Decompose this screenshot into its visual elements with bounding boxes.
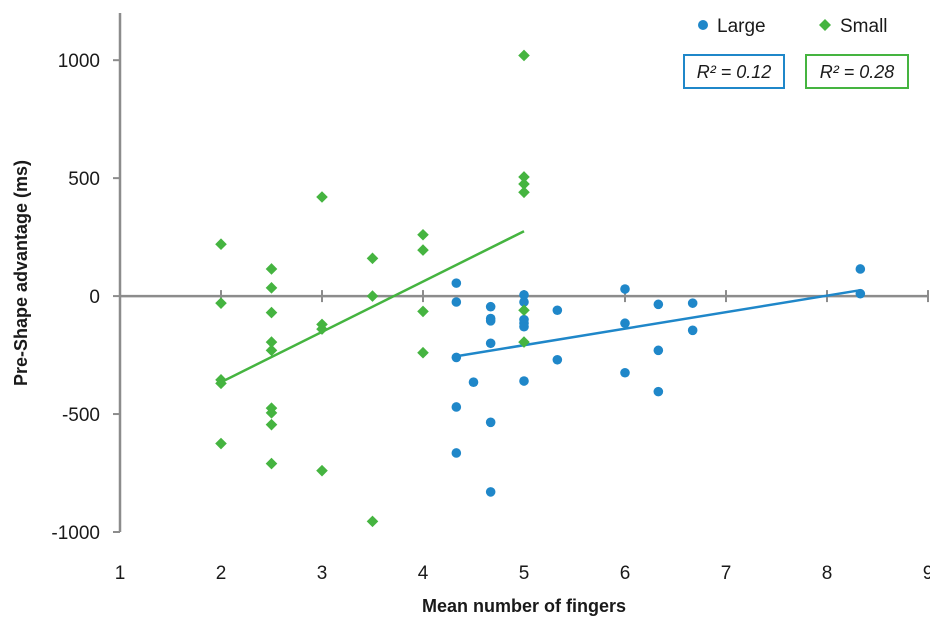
- y-axis-title: Pre-Shape advantage (ms): [11, 160, 31, 386]
- trendline-small: [220, 230, 525, 384]
- point-small: [265, 407, 278, 419]
- point-small: [518, 186, 530, 199]
- x-tick-label: 2: [216, 563, 227, 584]
- y-tick-label: 0: [89, 287, 100, 308]
- point-large: [855, 288, 866, 299]
- point-small: [417, 244, 429, 256]
- legend-small-marker: [819, 19, 831, 31]
- axes: [118, 13, 928, 532]
- y-axis-ticks: -1000 -500 0 500 1000: [51, 51, 120, 544]
- x-tick-label: 8: [822, 563, 833, 584]
- x-tick-label: 7: [721, 563, 732, 584]
- point-large: [485, 338, 496, 349]
- legend-small-label: Small: [840, 16, 888, 37]
- point-large: [653, 386, 664, 397]
- y-tick-label: -500: [62, 405, 100, 426]
- point-small: [215, 238, 227, 250]
- x-tick-label: 3: [317, 563, 328, 584]
- point-large: [485, 487, 496, 497]
- x-tick-label: 1: [115, 563, 126, 584]
- point-large: [552, 305, 563, 316]
- x-tick-label: 9: [923, 563, 930, 584]
- point-large: [451, 352, 462, 363]
- legend: Large Small: [698, 16, 888, 37]
- x-tick-label: 6: [620, 563, 631, 584]
- point-small: [265, 344, 278, 357]
- point-small: [265, 282, 278, 294]
- x-axis-ticks: 1 2 3 4 5 6 7 8 9: [115, 290, 930, 584]
- point-small: [518, 178, 530, 190]
- trendlines: [220, 230, 861, 384]
- point-large: [552, 354, 563, 365]
- point-small: [366, 515, 379, 528]
- point-large: [519, 297, 529, 307]
- point-small: [518, 304, 530, 317]
- point-small: [417, 305, 429, 318]
- y-tick-label: 1000: [58, 51, 100, 72]
- point-small: [265, 418, 278, 431]
- point-small: [366, 290, 379, 302]
- point-large: [519, 376, 529, 386]
- point-large: [451, 448, 462, 458]
- point-small: [316, 464, 328, 477]
- data-points: [215, 49, 866, 528]
- r2-annotations: R² = 0.12 R² = 0.28: [683, 54, 909, 89]
- point-small: [215, 437, 227, 450]
- point-small: [265, 457, 278, 470]
- legend-large-marker: [698, 20, 708, 30]
- y-tick-label: 500: [68, 169, 100, 190]
- point-large: [451, 402, 462, 412]
- point-small: [316, 191, 328, 203]
- r2-large-label: R² = 0.12: [697, 62, 772, 82]
- point-small: [518, 49, 530, 62]
- point-large: [485, 417, 496, 428]
- legend-large-label: Large: [717, 16, 766, 37]
- point-small: [518, 336, 530, 348]
- r2-small-box: [805, 54, 909, 89]
- point-large: [687, 325, 698, 336]
- point-large: [485, 301, 496, 312]
- y-tick-label: -1000: [51, 523, 100, 544]
- point-large: [653, 345, 664, 356]
- x-axis-title: Mean number of fingers: [422, 596, 626, 616]
- point-large: [620, 284, 630, 294]
- point-small: [518, 171, 530, 183]
- point-large: [451, 297, 462, 307]
- r2-small-label: R² = 0.28: [820, 62, 895, 82]
- point-large: [451, 278, 462, 288]
- point-small: [265, 263, 278, 275]
- point-large: [468, 377, 479, 387]
- point-large: [653, 299, 664, 310]
- point-large: [519, 290, 529, 300]
- x-tick-label: 4: [418, 563, 429, 584]
- point-large: [620, 367, 630, 378]
- point-large: [687, 298, 698, 308]
- point-small: [366, 252, 379, 265]
- point-small: [265, 306, 278, 319]
- point-large: [519, 321, 529, 332]
- r2-large-box: [683, 54, 785, 89]
- point-small: [417, 346, 429, 359]
- x-tick-label: 5: [519, 563, 530, 584]
- point-small: [215, 297, 227, 309]
- point-large: [620, 318, 630, 329]
- point-small: [417, 228, 429, 241]
- point-small: [265, 336, 278, 348]
- point-small: [215, 377, 227, 390]
- point-large: [855, 264, 866, 274]
- point-small: [316, 323, 328, 335]
- point-large: [485, 316, 496, 326]
